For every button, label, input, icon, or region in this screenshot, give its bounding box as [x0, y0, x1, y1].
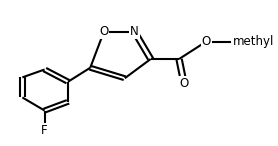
Text: O: O [99, 25, 108, 38]
Text: methyl: methyl [233, 35, 275, 48]
Text: F: F [41, 124, 48, 137]
Text: O: O [202, 35, 211, 48]
Text: O: O [179, 77, 189, 90]
Text: N: N [130, 25, 139, 38]
